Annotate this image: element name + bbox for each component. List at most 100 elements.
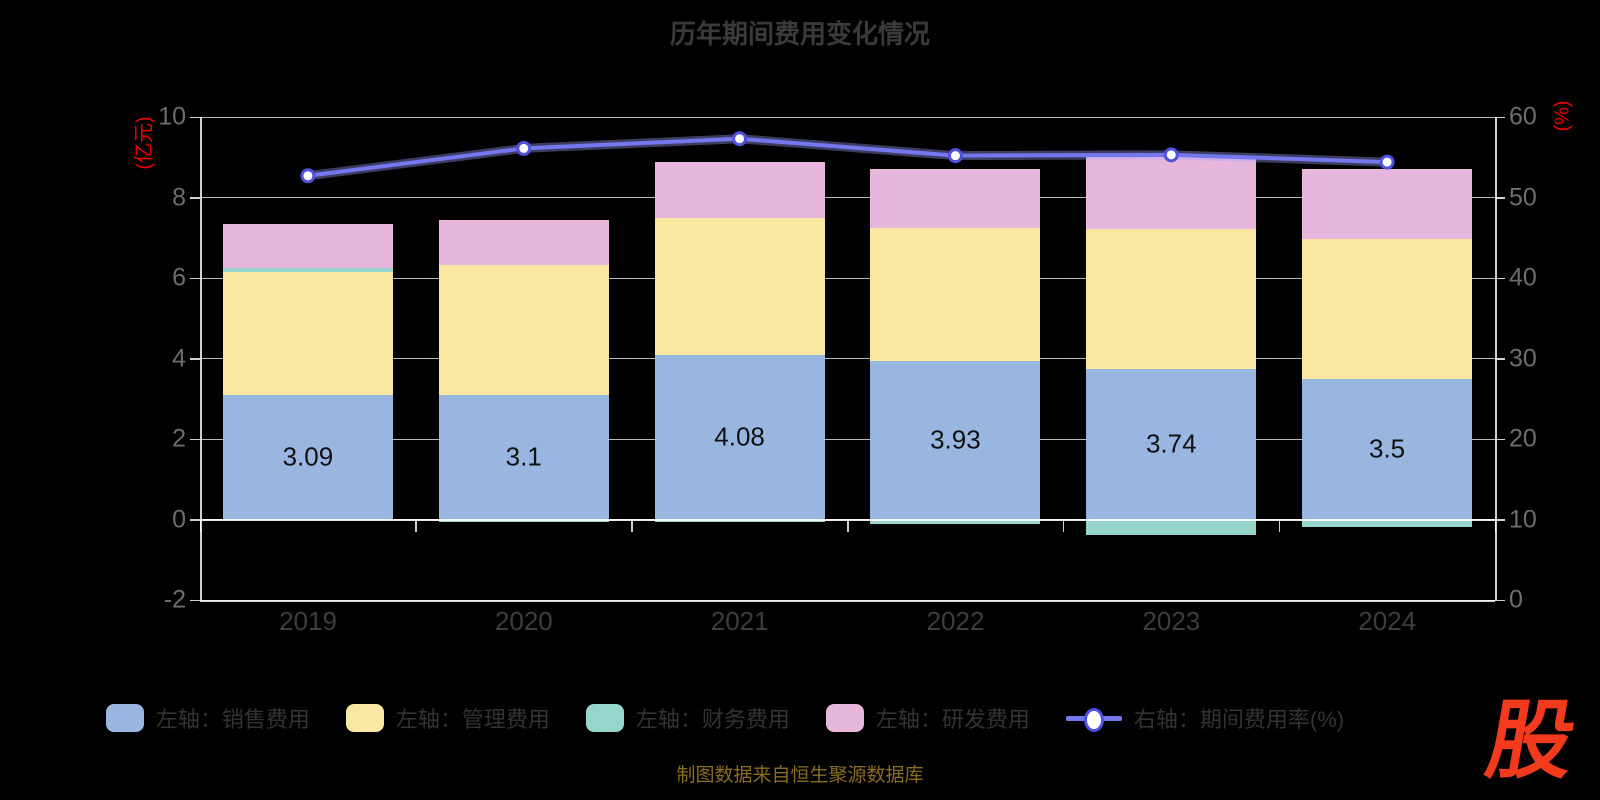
bar-value-label: 3.1 bbox=[505, 441, 542, 472]
x-axis-label: 2023 bbox=[1142, 606, 1201, 636]
legend-item-bar-series3[interactable]: 左轴：研发费用 bbox=[825, 702, 1030, 734]
x-axis-tick bbox=[1062, 519, 1065, 532]
x-axis-tick bbox=[631, 519, 633, 532]
legend-label: 左轴：研发费用 bbox=[875, 707, 1030, 732]
bar-value-label: 3.93 bbox=[930, 424, 981, 455]
bar-segment-series1-2021[interactable] bbox=[654, 217, 825, 356]
left-axis-tick bbox=[190, 197, 200, 199]
bar-segment-series3-2024[interactable] bbox=[1302, 168, 1473, 240]
legend-item-bar-series2[interactable]: 左轴：财务费用 bbox=[585, 702, 790, 734]
bar-value-label: 3.09 bbox=[282, 441, 334, 472]
right-axis-tick bbox=[1495, 519, 1505, 521]
bar-segment-series1-2024[interactable] bbox=[1302, 239, 1473, 379]
brand-logo: 股 bbox=[1479, 693, 1583, 789]
bar-segment-series2-2019[interactable] bbox=[222, 268, 393, 273]
rate-line-point[interactable] bbox=[516, 140, 532, 156]
left-axis-tick bbox=[190, 519, 200, 521]
bar-segment-series2-2023[interactable] bbox=[1086, 519, 1257, 535]
left-axis-tick bbox=[190, 599, 200, 601]
gridline bbox=[200, 197, 1495, 198]
right-axis-tick-label: 10 bbox=[1509, 505, 1537, 533]
bar-value-label: 4.08 bbox=[714, 421, 765, 452]
x-axis-tick bbox=[415, 519, 417, 532]
legend-line-dot bbox=[1083, 708, 1104, 732]
right-axis-tick bbox=[1495, 438, 1505, 440]
left-axis-tick-label: 2 bbox=[172, 424, 186, 453]
legend-line-marker-icon bbox=[1065, 704, 1122, 732]
right-axis-tick bbox=[1495, 116, 1505, 118]
left-axis-tick-label: 0 bbox=[172, 505, 186, 533]
bar-segment-series1-2019[interactable] bbox=[222, 272, 393, 396]
legend-item-bar-series0[interactable]: 左轴：销售费用 bbox=[105, 702, 310, 734]
left-axis-tick-label: 10 bbox=[158, 102, 186, 131]
rate-line-point[interactable] bbox=[1379, 154, 1395, 170]
bar-segment-series2-2022[interactable] bbox=[870, 519, 1041, 525]
rate-line-point[interactable] bbox=[300, 168, 316, 184]
bar-segment-series2-2021[interactable] bbox=[654, 519, 825, 522]
bar-segment-series0-2021[interactable] bbox=[654, 355, 825, 520]
bar-segment-series0-2020[interactable] bbox=[438, 394, 609, 520]
bar-segment-series3-2020[interactable] bbox=[438, 220, 609, 266]
gridline bbox=[200, 116, 1495, 118]
x-axis-tick bbox=[1278, 519, 1281, 532]
bar-segment-series3-2021[interactable] bbox=[654, 162, 825, 218]
left-axis-line bbox=[200, 117, 202, 600]
right-axis-tick-label: 30 bbox=[1509, 344, 1537, 372]
x-axis-label: 2022 bbox=[926, 606, 985, 636]
x-axis-tick bbox=[847, 519, 849, 532]
legend-label: 左轴：管理费用 bbox=[395, 707, 550, 732]
right-axis-tick bbox=[1495, 197, 1505, 199]
rate-line-point[interactable] bbox=[732, 131, 748, 147]
bar-segment-series2-2024[interactable] bbox=[1302, 519, 1473, 527]
right-axis-tick-label: 50 bbox=[1509, 183, 1537, 211]
right-axis-tick-label: 40 bbox=[1509, 263, 1537, 292]
rate-line[interactable] bbox=[307, 136, 1388, 178]
bar-segment-series0-2024[interactable] bbox=[1302, 378, 1473, 520]
bar-segment-series0-2022[interactable] bbox=[870, 361, 1041, 520]
x-axis-label: 2020 bbox=[494, 606, 553, 636]
bottom-border-line bbox=[200, 600, 1495, 602]
legend-swatch-icon bbox=[345, 704, 384, 732]
chart-title: 历年期间费用变化情况 bbox=[669, 19, 930, 49]
bar-segment-series3-2023[interactable] bbox=[1086, 156, 1257, 230]
bar-segment-series0-2019[interactable] bbox=[222, 395, 393, 520]
gridline bbox=[200, 358, 1495, 359]
right-axis-tick-label: 60 bbox=[1509, 102, 1537, 131]
rate-line-point[interactable] bbox=[947, 148, 963, 164]
right-axis-tick bbox=[1495, 599, 1505, 601]
right-axis-tick bbox=[1495, 277, 1505, 279]
legend: 左轴：销售费用 左轴：管理费用 左轴：财务费用 左轴：研发费用 右轴：期间费用率(%) bbox=[0, 702, 1450, 734]
bar-segment-series0-2023[interactable] bbox=[1086, 368, 1257, 520]
bar-segment-series2-2020[interactable] bbox=[438, 519, 609, 522]
bar-segment-series1-2022[interactable] bbox=[870, 228, 1041, 362]
rate-line-point[interactable] bbox=[1163, 147, 1179, 163]
left-axis-tick bbox=[190, 277, 200, 279]
x-axis-label: 2019 bbox=[279, 606, 337, 636]
legend-label: 左轴：财务费用 bbox=[635, 707, 790, 732]
x-axis-label: 2021 bbox=[710, 606, 769, 636]
bar-value-label: 3.74 bbox=[1145, 428, 1197, 459]
right-axis-tick bbox=[1495, 358, 1505, 360]
legend-swatch-icon bbox=[825, 704, 864, 732]
left-axis-tick bbox=[190, 358, 200, 360]
source-note: 制图数据来自恒生聚源数据库 bbox=[676, 765, 924, 786]
legend-item-bar-series1[interactable]: 左轴：管理费用 bbox=[345, 702, 550, 734]
bar-segment-series3-2019[interactable] bbox=[222, 224, 393, 269]
gridline bbox=[200, 438, 1495, 440]
left-axis-tick-label: 6 bbox=[172, 263, 186, 292]
right-axis-line bbox=[1495, 117, 1497, 600]
x-axis-tick bbox=[1494, 519, 1496, 532]
legend-label: 右轴：期间费用率(%) bbox=[1133, 707, 1345, 732]
left-axis-tick-label: -2 bbox=[163, 585, 186, 614]
x-axis-label: 2024 bbox=[1358, 606, 1417, 636]
right-axis-tick-label: 20 bbox=[1509, 424, 1537, 453]
bar-segment-series1-2023[interactable] bbox=[1086, 229, 1257, 369]
left-axis-tick-label: 4 bbox=[172, 344, 186, 372]
legend-swatch-icon bbox=[105, 704, 144, 732]
bar-segment-series1-2020[interactable] bbox=[438, 265, 609, 395]
bar-segment-series3-2022[interactable] bbox=[870, 168, 1041, 229]
left-axis-tick-label: 8 bbox=[172, 183, 186, 211]
legend-item-rate-line[interactable]: 右轴：期间费用率(%) bbox=[1065, 702, 1345, 734]
